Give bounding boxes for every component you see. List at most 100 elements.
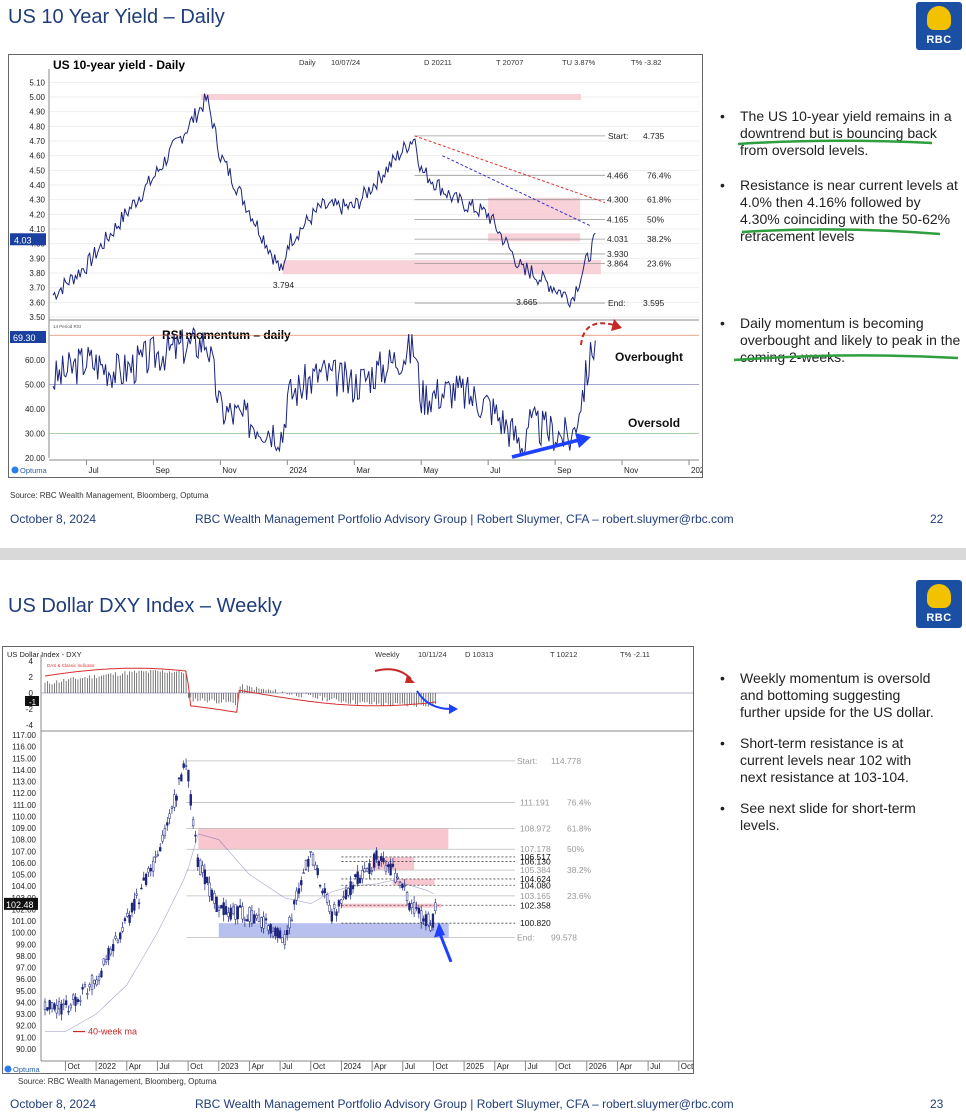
rsi-tag: 69.30 xyxy=(13,333,36,343)
y-tick-label: 98.00 xyxy=(16,952,37,961)
trendline xyxy=(414,135,606,204)
y-tick-label: 115.00 xyxy=(12,754,36,763)
overbought-label: Overbought xyxy=(615,350,683,364)
candle xyxy=(46,1007,49,1011)
arrow-head xyxy=(434,922,445,938)
candle xyxy=(114,935,117,939)
candle xyxy=(170,806,174,809)
candle xyxy=(159,847,162,852)
candle xyxy=(274,927,277,937)
fib-value: 4.300 xyxy=(607,195,629,205)
macd-signal-line xyxy=(44,667,437,713)
y-tick-label: 97.00 xyxy=(16,964,37,973)
candle xyxy=(189,794,192,806)
x-tick-label: Oct xyxy=(67,1062,80,1071)
candle xyxy=(210,889,214,901)
candle xyxy=(224,906,228,915)
footer-date: October 8, 2024 xyxy=(10,512,97,526)
y-tick-label: 102.00 xyxy=(12,905,37,914)
y-tick-label: 106.00 xyxy=(12,859,37,868)
candle xyxy=(50,1002,54,1009)
candle xyxy=(257,914,261,922)
candle xyxy=(373,853,376,868)
candle xyxy=(415,907,418,909)
candle xyxy=(403,885,406,887)
candle xyxy=(384,865,388,872)
y-tick-label: 5.10 xyxy=(29,78,45,87)
optuma-logo: Optuma xyxy=(13,1065,41,1074)
candle xyxy=(231,906,235,915)
y-tick-label: 95.00 xyxy=(16,987,37,996)
candle xyxy=(417,907,420,914)
candle xyxy=(128,915,131,923)
candle xyxy=(187,769,190,782)
bullet-list: • The US 10-year yield remains in a downt… xyxy=(718,108,963,379)
fib-value: 4.031 xyxy=(607,234,629,244)
y-tick-label: 117.00 xyxy=(12,731,36,740)
x-tick-label: Apr xyxy=(129,1062,142,1071)
source-note: Source: RBC Wealth Management, Bloomberg… xyxy=(10,491,209,500)
candle xyxy=(173,794,176,808)
candle xyxy=(288,916,291,929)
candle xyxy=(67,1010,70,1013)
candle xyxy=(97,976,101,981)
candle xyxy=(363,868,366,873)
blue-arrow xyxy=(416,690,452,710)
candle xyxy=(238,905,242,908)
candle xyxy=(307,858,310,867)
candle xyxy=(304,859,308,870)
fib-label: End: xyxy=(517,933,535,943)
candle xyxy=(431,913,435,928)
candle xyxy=(144,873,148,886)
fib-value: 114.778 xyxy=(551,756,581,766)
candle xyxy=(333,903,336,909)
candle xyxy=(126,912,129,917)
arrow-head xyxy=(575,433,591,448)
x-tick-label: Jul xyxy=(159,1062,169,1071)
header-stat: T% -2.11 xyxy=(620,650,650,659)
y-tick-label: 3.70 xyxy=(29,284,45,293)
rsi-tick-label: 20.00 xyxy=(25,454,46,463)
header-stat: T% -3.82 xyxy=(631,58,661,67)
candle xyxy=(396,876,399,879)
candle xyxy=(83,984,87,987)
candle xyxy=(163,828,167,837)
candle xyxy=(424,914,428,927)
candle xyxy=(351,885,355,890)
candle xyxy=(318,885,322,887)
y-tick-label: 3.80 xyxy=(29,269,45,278)
resistance-zone xyxy=(198,828,449,849)
candle xyxy=(387,864,390,867)
candle xyxy=(276,928,279,939)
candle xyxy=(302,872,305,874)
y-tick-label: 4.90 xyxy=(29,108,45,117)
candle xyxy=(206,876,209,884)
x-tick-label: Apr xyxy=(497,1062,510,1071)
candle xyxy=(321,890,324,894)
macd-tick-label: 2 xyxy=(29,673,34,682)
candle xyxy=(314,864,317,870)
x-tick-label: Jul xyxy=(490,466,500,475)
x-tick-label: Sep xyxy=(557,466,572,475)
y-tick-label: 113.00 xyxy=(12,778,36,787)
candle xyxy=(375,850,378,860)
rbc-logo: RBC xyxy=(916,580,962,628)
candle xyxy=(161,834,164,842)
candle xyxy=(356,871,359,885)
y-tick-label: 94.00 xyxy=(16,998,37,1007)
candle xyxy=(62,1003,65,1006)
footer-center: RBC Wealth Management Portfolio Advisory… xyxy=(195,1097,734,1111)
candle xyxy=(297,888,301,894)
candle xyxy=(184,765,188,767)
candle xyxy=(255,915,258,919)
fib-pct: 76.4% xyxy=(567,798,592,808)
candle xyxy=(377,861,381,866)
candle xyxy=(422,918,425,922)
bullet-text: Short-term resistance is at current leve… xyxy=(740,735,912,785)
candle xyxy=(107,947,110,961)
y-tick-label: 3.60 xyxy=(29,298,45,307)
y-tick-label: 4.30 xyxy=(29,196,45,205)
source-note: Source: RBC Wealth Management, Bloomberg… xyxy=(18,1077,217,1086)
x-tick-label: Oct xyxy=(558,1062,571,1071)
legend-label: 40-week ma xyxy=(88,1027,137,1037)
